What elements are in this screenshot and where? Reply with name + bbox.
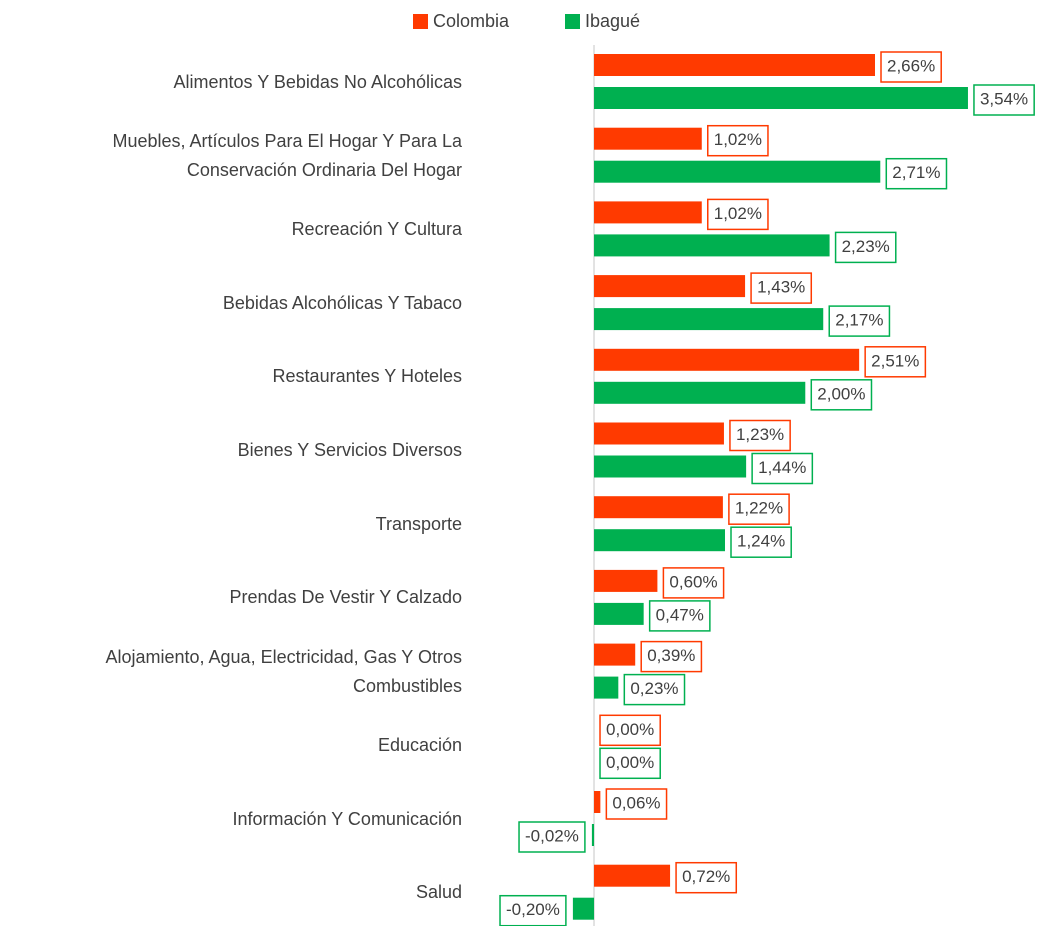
data-label: 1,44% — [758, 458, 806, 477]
bar — [594, 201, 702, 224]
data-label: 3,54% — [980, 89, 1028, 108]
data-label: 1,02% — [714, 204, 762, 223]
data-label-box — [880, 51, 942, 83]
data-label: -0,02% — [525, 826, 579, 845]
data-label-box — [730, 526, 792, 558]
category-label: Bebidas Alcohólicas Y Tabaco — [222, 292, 462, 313]
bar — [594, 422, 724, 445]
data-label-box — [973, 84, 1035, 116]
bar — [594, 381, 806, 404]
data-label: 1,22% — [735, 499, 783, 518]
category-label: Transporte — [375, 513, 462, 534]
bar — [594, 234, 830, 257]
data-label-box — [707, 124, 769, 157]
category-label: Muebles, Artículos Para El Hogar Y Para … — [112, 130, 462, 180]
category-label: Restaurantes Y Hoteles — [272, 366, 462, 387]
data-label: 1,02% — [714, 130, 762, 149]
bar — [594, 308, 824, 331]
data-label-box — [707, 198, 769, 231]
data-label: 0,00% — [606, 720, 654, 739]
data-label-box — [599, 747, 661, 780]
data-label: 1,43% — [757, 278, 805, 297]
data-label-box — [750, 272, 813, 304]
data-label-box — [675, 861, 738, 894]
data-label-box — [605, 788, 668, 820]
bar — [572, 897, 595, 920]
data-label-box — [885, 157, 948, 190]
data-label-box — [599, 714, 661, 747]
bar — [594, 127, 702, 150]
data-label: 1,24% — [737, 532, 785, 551]
category-label: Bienes Y Servicios Diversos — [237, 440, 462, 460]
bar — [594, 275, 746, 298]
legend-label: Colombia — [433, 11, 510, 31]
data-label-box — [828, 305, 891, 337]
legend-label: Ibagué — [585, 11, 640, 31]
bar — [594, 676, 619, 699]
data-label: 2,17% — [835, 311, 883, 330]
category-label: Recreación Y Cultura — [291, 218, 462, 239]
data-label: 2,51% — [871, 351, 919, 370]
data-label: 2,00% — [817, 384, 865, 403]
data-label: 0,47% — [656, 605, 704, 624]
data-label-box — [728, 493, 790, 525]
category-label: Alimentos Y Bebidas No Alcohólicas — [173, 71, 462, 92]
data-label: 2,71% — [892, 163, 940, 182]
bar — [594, 791, 601, 813]
bar — [594, 87, 968, 109]
bar — [594, 529, 726, 552]
data-label-box — [518, 821, 586, 853]
legend-swatch — [565, 14, 580, 29]
data-label-box — [864, 346, 927, 378]
category-label: Salud — [415, 882, 462, 903]
data-label-box — [662, 567, 725, 599]
data-label: 0,06% — [612, 793, 660, 812]
data-label: 0,72% — [682, 867, 730, 886]
category-label: Información Y Comunicación — [232, 808, 462, 829]
data-label: 0,23% — [630, 679, 678, 698]
data-label: 2,23% — [842, 237, 890, 256]
data-label-box — [810, 379, 873, 411]
data-label: 0,00% — [606, 753, 654, 772]
bar — [594, 348, 860, 371]
bar — [594, 54, 876, 76]
legend-swatch — [413, 14, 428, 29]
data-label: 1,23% — [736, 425, 784, 444]
data-label-box — [623, 673, 686, 706]
bar — [594, 864, 671, 887]
category-label: Educación — [377, 734, 462, 755]
data-label-box — [640, 640, 703, 673]
data-label-box — [834, 231, 897, 264]
bar — [594, 569, 658, 592]
data-label: 0,60% — [669, 572, 717, 591]
category-label: Prendas De Vestir Y Calzado — [229, 587, 462, 608]
bar — [594, 496, 723, 519]
bar — [594, 160, 881, 183]
data-label: 0,39% — [647, 646, 695, 665]
data-label: -0,20% — [506, 900, 560, 919]
bar — [591, 824, 595, 846]
data-label-box — [648, 600, 711, 632]
bar — [594, 643, 636, 666]
data-label-box — [499, 894, 567, 926]
data-label-box — [729, 419, 791, 452]
data-label: 2,66% — [887, 56, 935, 75]
bar — [594, 602, 644, 625]
data-label-box — [751, 452, 814, 485]
category-label: Alojamiento, Agua, Electricidad, Gas Y O… — [105, 646, 462, 696]
bar — [594, 455, 747, 478]
